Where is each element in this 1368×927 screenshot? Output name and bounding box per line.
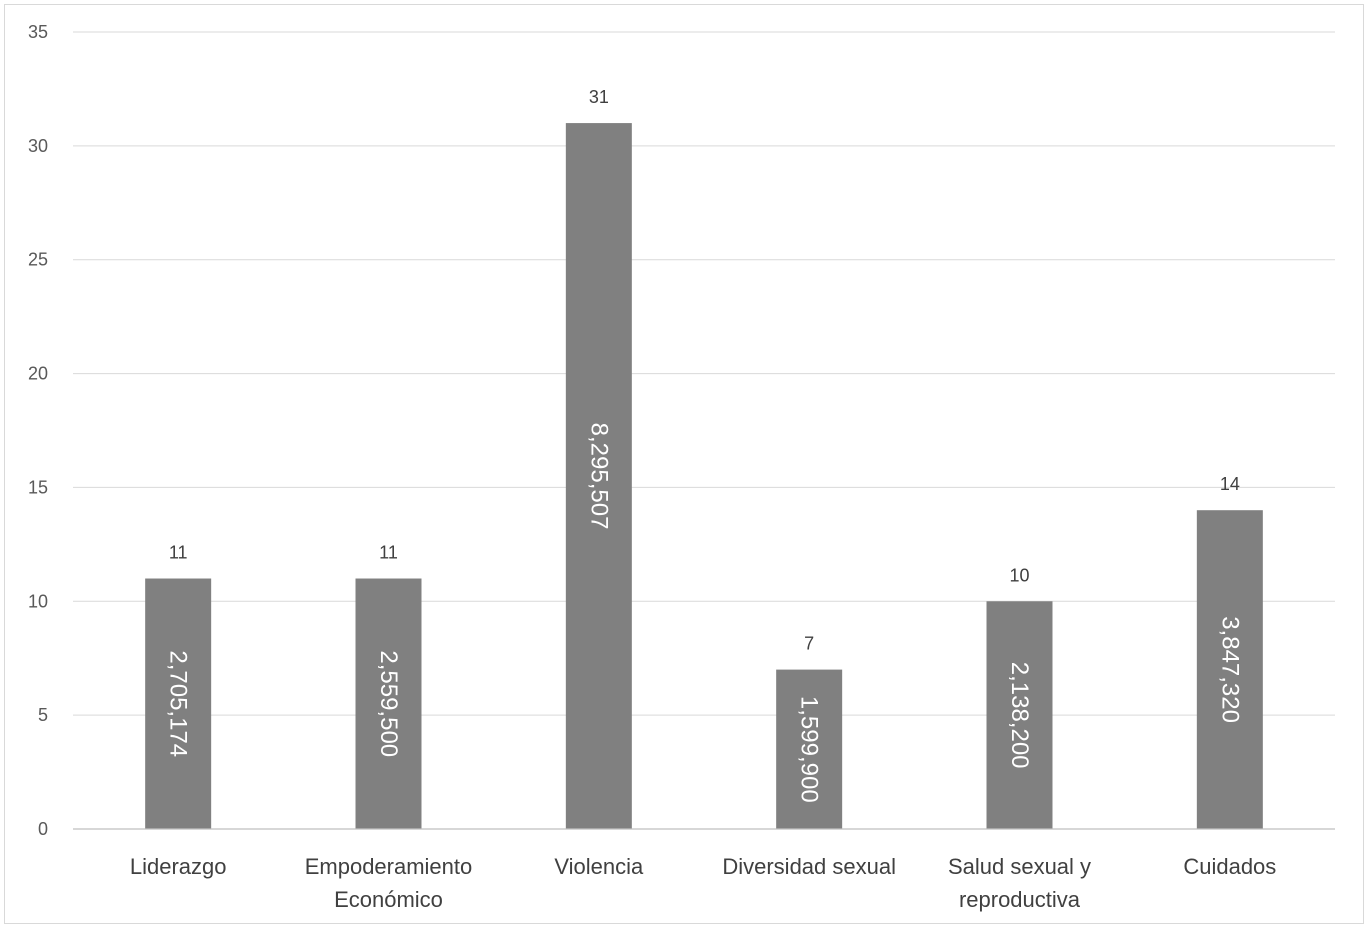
x-axis-labels: Liderazgo Empoderamiento Económico Violenci…	[130, 854, 1276, 912]
y-axis-ticks: 0 5 10 15 20 25 30 35	[28, 22, 48, 839]
bar	[986, 601, 1053, 829]
inner-bar-label: 3,847,320	[1216, 616, 1243, 723]
data-label: 10	[1009, 565, 1029, 585]
category-label: Empoderamiento Económico	[305, 854, 473, 912]
category-label-line: Liderazgo	[130, 854, 227, 879]
data-label: 31	[589, 87, 609, 107]
y-tick-label: 25	[28, 250, 48, 270]
inner-bar-labels: 2,705,174 2,559,500 8,295,507 1,599,900 2,13…	[165, 423, 1244, 803]
category-label: Salud sexual y reproductiva	[948, 854, 1091, 912]
y-tick-label: 35	[28, 22, 48, 42]
data-label: 7	[804, 634, 814, 654]
gridlines	[73, 31, 1335, 716]
y-tick-label: 10	[28, 591, 48, 611]
y-tick-label: 20	[28, 364, 48, 384]
category-label-line: Violencia	[554, 854, 644, 879]
bar	[776, 669, 843, 829]
bar	[1196, 510, 1263, 829]
inner-bar-label: 8,295,507	[585, 423, 612, 530]
category-label-line: Salud sexual y	[948, 854, 1091, 879]
category-label: Cuidados	[1183, 854, 1276, 879]
inner-bar-label: 1,599,900	[796, 696, 823, 803]
y-tick-label: 0	[38, 819, 48, 839]
bars	[145, 123, 1263, 830]
inner-bar-label: 2,705,174	[165, 650, 192, 757]
inner-bar-label: 2,138,200	[1006, 662, 1033, 769]
y-tick-label: 5	[38, 705, 48, 725]
bar	[145, 578, 212, 829]
category-label: Diversidad sexual	[722, 854, 896, 879]
category-label-line: Empoderamiento	[305, 854, 473, 879]
data-label: 11	[379, 543, 398, 563]
category-label-line: Cuidados	[1183, 854, 1276, 879]
category-label-line: Diversidad sexual	[722, 854, 896, 879]
chart-frame	[4, 4, 1364, 924]
inner-bar-label: 2,559,500	[375, 650, 402, 757]
data-label: 14	[1220, 474, 1240, 494]
y-tick-label: 30	[28, 136, 48, 156]
category-label-line: reproductiva	[959, 887, 1081, 912]
data-label: 11	[169, 543, 188, 563]
category-label-line: Económico	[334, 887, 443, 912]
category-label: Violencia	[554, 854, 644, 879]
bar	[355, 578, 422, 829]
data-labels: 11 11 31 7 10 14	[169, 87, 1240, 654]
y-tick-label: 15	[28, 477, 48, 497]
category-label: Liderazgo	[130, 854, 227, 879]
bar	[565, 123, 632, 830]
